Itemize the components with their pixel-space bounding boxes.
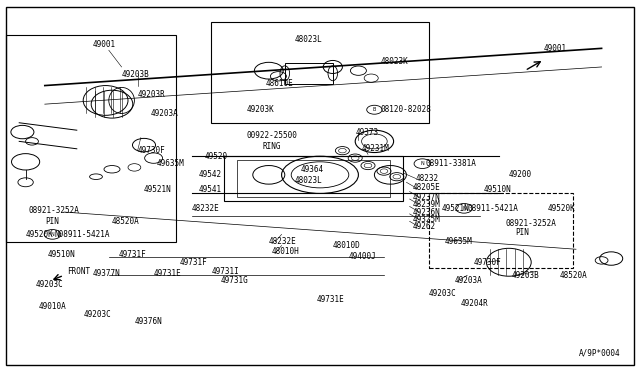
Text: N: N (462, 206, 466, 211)
Text: 49231M: 49231M (362, 144, 389, 153)
Text: 48023L: 48023L (294, 35, 322, 44)
Text: A/9P*0004: A/9P*0004 (579, 348, 621, 357)
Text: 49731I: 49731I (211, 267, 239, 276)
Text: 49203C: 49203C (83, 310, 111, 319)
Text: 49203A: 49203A (454, 276, 482, 285)
Bar (237, 160, 390, 197)
Text: 49204R: 49204R (461, 299, 488, 308)
Text: 49376N: 49376N (134, 317, 162, 326)
Text: 08921-3252A: 08921-3252A (506, 219, 556, 228)
Text: 49377N: 49377N (93, 269, 120, 278)
Text: 49364: 49364 (301, 165, 324, 174)
Text: 49635M: 49635M (445, 237, 472, 246)
Text: 49203K: 49203K (246, 105, 274, 114)
Text: 48520A: 48520A (560, 271, 588, 280)
Text: 49237N: 49237N (413, 193, 440, 202)
Text: 49203R: 49203R (138, 90, 165, 99)
Text: 49001: 49001 (544, 44, 567, 53)
Text: 49730F: 49730F (138, 146, 165, 155)
Text: 48520A: 48520A (112, 217, 140, 226)
Bar (6, 35, 176, 242)
Text: 08921-3252A: 08921-3252A (29, 206, 79, 215)
Text: 49203C: 49203C (35, 280, 63, 289)
Text: 49010A: 49010A (38, 302, 66, 311)
Text: 49200: 49200 (509, 170, 532, 179)
Text: B: B (372, 107, 376, 112)
Text: 48023L: 48023L (294, 176, 322, 185)
Text: 49510N: 49510N (48, 250, 76, 259)
Text: 49262: 49262 (413, 222, 436, 231)
Text: 49520K: 49520K (26, 230, 53, 239)
Text: 49236N: 49236N (413, 208, 440, 217)
Text: 49635M: 49635M (157, 159, 184, 168)
Text: 48010H: 48010H (272, 247, 300, 256)
Text: N: N (51, 232, 54, 237)
Text: 48232E: 48232E (269, 237, 296, 246)
Text: 48232E: 48232E (192, 204, 220, 213)
Text: 48239M: 48239M (413, 200, 440, 209)
Text: 49542: 49542 (198, 170, 221, 179)
Bar (285, 63, 333, 84)
Text: 49731F: 49731F (179, 258, 207, 267)
Text: 48205E: 48205E (413, 183, 440, 192)
Text: N08911-5421A: N08911-5421A (54, 230, 110, 239)
Text: 08120-82028: 08120-82028 (381, 105, 431, 114)
Text: 49203B: 49203B (122, 70, 149, 79)
Text: 48023K: 48023K (381, 57, 408, 66)
Text: 49520K: 49520K (547, 204, 575, 213)
Text: 49203A: 49203A (150, 109, 178, 118)
Text: 49520: 49520 (205, 152, 228, 161)
Text: RING: RING (262, 142, 281, 151)
Text: PIN: PIN (45, 217, 59, 226)
Text: 49400J: 49400J (349, 252, 376, 261)
Text: 49731G: 49731G (221, 276, 248, 285)
Bar (211, 22, 429, 123)
Text: 49203B: 49203B (512, 271, 540, 280)
Bar (224, 156, 403, 201)
Text: 48010D: 48010D (333, 241, 360, 250)
Text: 49521N: 49521N (442, 204, 469, 213)
Text: 49541: 49541 (198, 185, 221, 194)
Bar (429, 193, 573, 268)
Text: 49730F: 49730F (474, 258, 501, 267)
Text: 49203C: 49203C (429, 289, 456, 298)
Text: PIN: PIN (515, 228, 529, 237)
Text: 49510N: 49510N (483, 185, 511, 194)
Text: 49731F: 49731F (118, 250, 146, 259)
Text: 49731E: 49731E (154, 269, 181, 278)
Text: 48232: 48232 (416, 174, 439, 183)
Text: 08911-3381A: 08911-3381A (426, 159, 476, 168)
Text: FRONT: FRONT (67, 267, 90, 276)
Text: 49001: 49001 (93, 40, 116, 49)
Text: 49325M: 49325M (413, 215, 440, 224)
Text: 48610E: 48610E (266, 79, 293, 88)
Text: 49521N: 49521N (144, 185, 172, 194)
Text: 08911-5421A: 08911-5421A (467, 204, 518, 213)
Text: N: N (420, 161, 424, 166)
Text: 49731E: 49731E (317, 295, 344, 304)
Text: 00922-25500: 00922-25500 (246, 131, 297, 140)
Text: 49373: 49373 (355, 128, 378, 137)
